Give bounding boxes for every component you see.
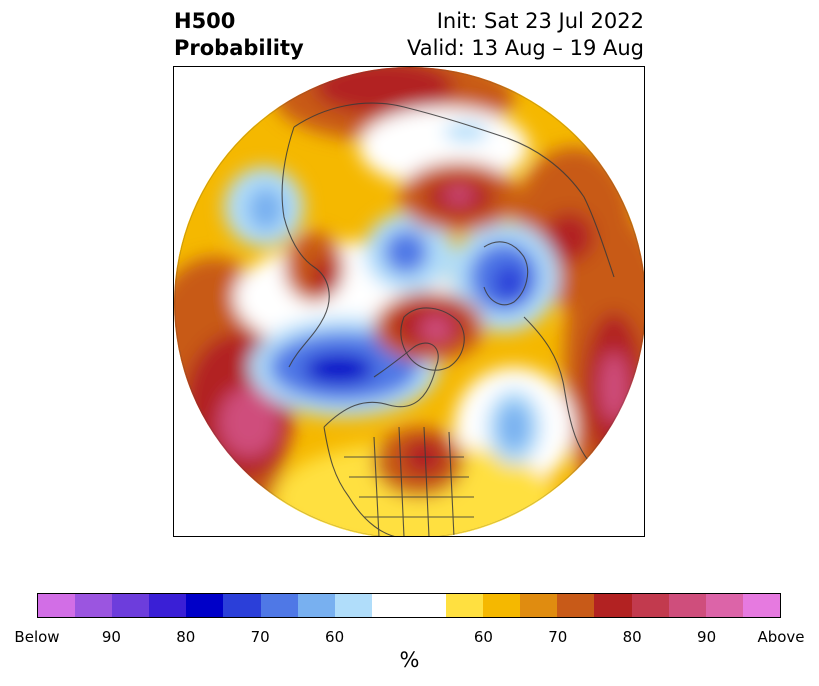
colorbar-tick-label: 60 bbox=[473, 628, 493, 646]
coast-east-asia bbox=[281, 126, 330, 368]
title-variable: H500 bbox=[174, 9, 236, 33]
colorbar-tick-label: 90 bbox=[101, 628, 121, 646]
colorbar-segment bbox=[75, 594, 113, 617]
colorbar-segment bbox=[38, 594, 76, 617]
map-frame bbox=[173, 66, 645, 537]
colorbar-segment bbox=[668, 594, 706, 617]
colorbar-unit: % bbox=[399, 648, 420, 672]
colorbar-segment bbox=[705, 594, 743, 617]
colorbar-tick-label: 80 bbox=[176, 628, 196, 646]
colorbar-segment bbox=[334, 594, 372, 617]
title-probability: Probability bbox=[174, 36, 304, 60]
colorbar-segment bbox=[594, 594, 632, 617]
colorbar-segment bbox=[742, 594, 780, 617]
map-disk-outline bbox=[174, 67, 644, 536]
init-date: Init: Sat 23 Jul 2022 bbox=[436, 9, 644, 33]
blue-west-mid bbox=[248, 187, 284, 231]
colorbar-segment bbox=[186, 594, 224, 617]
outer-pink-east bbox=[600, 352, 628, 422]
colorbar-tick-label: 70 bbox=[548, 628, 568, 646]
colorbar-segment bbox=[112, 594, 150, 617]
outer-pink-west bbox=[219, 387, 279, 457]
colorbar-segment bbox=[223, 594, 261, 617]
red-arctic-pink bbox=[445, 186, 473, 204]
colorbar-segment bbox=[557, 594, 595, 617]
coast-north-america bbox=[323, 342, 439, 536]
valid-range: Valid: 13 Aug – 19 Aug bbox=[406, 36, 644, 60]
coastlines bbox=[281, 102, 625, 536]
title-right: Init: Sat 23 Jul 2022 Valid: 13 Aug – 19… bbox=[407, 8, 644, 62]
northeast-red bbox=[544, 212, 594, 262]
title-left: H500 Probability bbox=[174, 8, 304, 62]
colorbar-segment bbox=[371, 594, 409, 617]
colorbar-ticks: Below 90 80 70 60 60 70 80 90 Above bbox=[0, 628, 819, 648]
coast-greenland bbox=[400, 307, 465, 371]
colorbar-segment bbox=[631, 594, 669, 617]
colorbar-segment bbox=[408, 594, 447, 617]
colorbar-segment bbox=[446, 594, 484, 617]
coast-scandinavia bbox=[483, 241, 529, 306]
colorbar-tick-label: Above bbox=[757, 628, 805, 646]
red-greenland-pink bbox=[420, 315, 452, 343]
blue-central-core bbox=[304, 354, 374, 384]
blue-north-small bbox=[444, 122, 488, 142]
colorbar-tick-label: 70 bbox=[250, 628, 270, 646]
us-state-borders bbox=[344, 426, 474, 536]
blue-east-core bbox=[493, 264, 525, 300]
colorbar-tick-label: 90 bbox=[697, 628, 717, 646]
colorbar-segment bbox=[520, 594, 558, 617]
blue-southeast-mid bbox=[498, 403, 530, 451]
blue-north-mid bbox=[384, 230, 428, 274]
colorbar-segment bbox=[297, 594, 335, 617]
colorbar-tick-label: Below bbox=[14, 628, 60, 646]
colorbar bbox=[37, 593, 781, 618]
coast-eurasia bbox=[293, 102, 615, 278]
colorbar-tick-label: 60 bbox=[325, 628, 345, 646]
probability-map bbox=[174, 67, 644, 536]
colorbar-tick-label: 80 bbox=[622, 628, 642, 646]
colorbar-segment bbox=[483, 594, 521, 617]
colorbar-segment bbox=[260, 594, 298, 617]
colorbar-segment bbox=[149, 594, 187, 617]
